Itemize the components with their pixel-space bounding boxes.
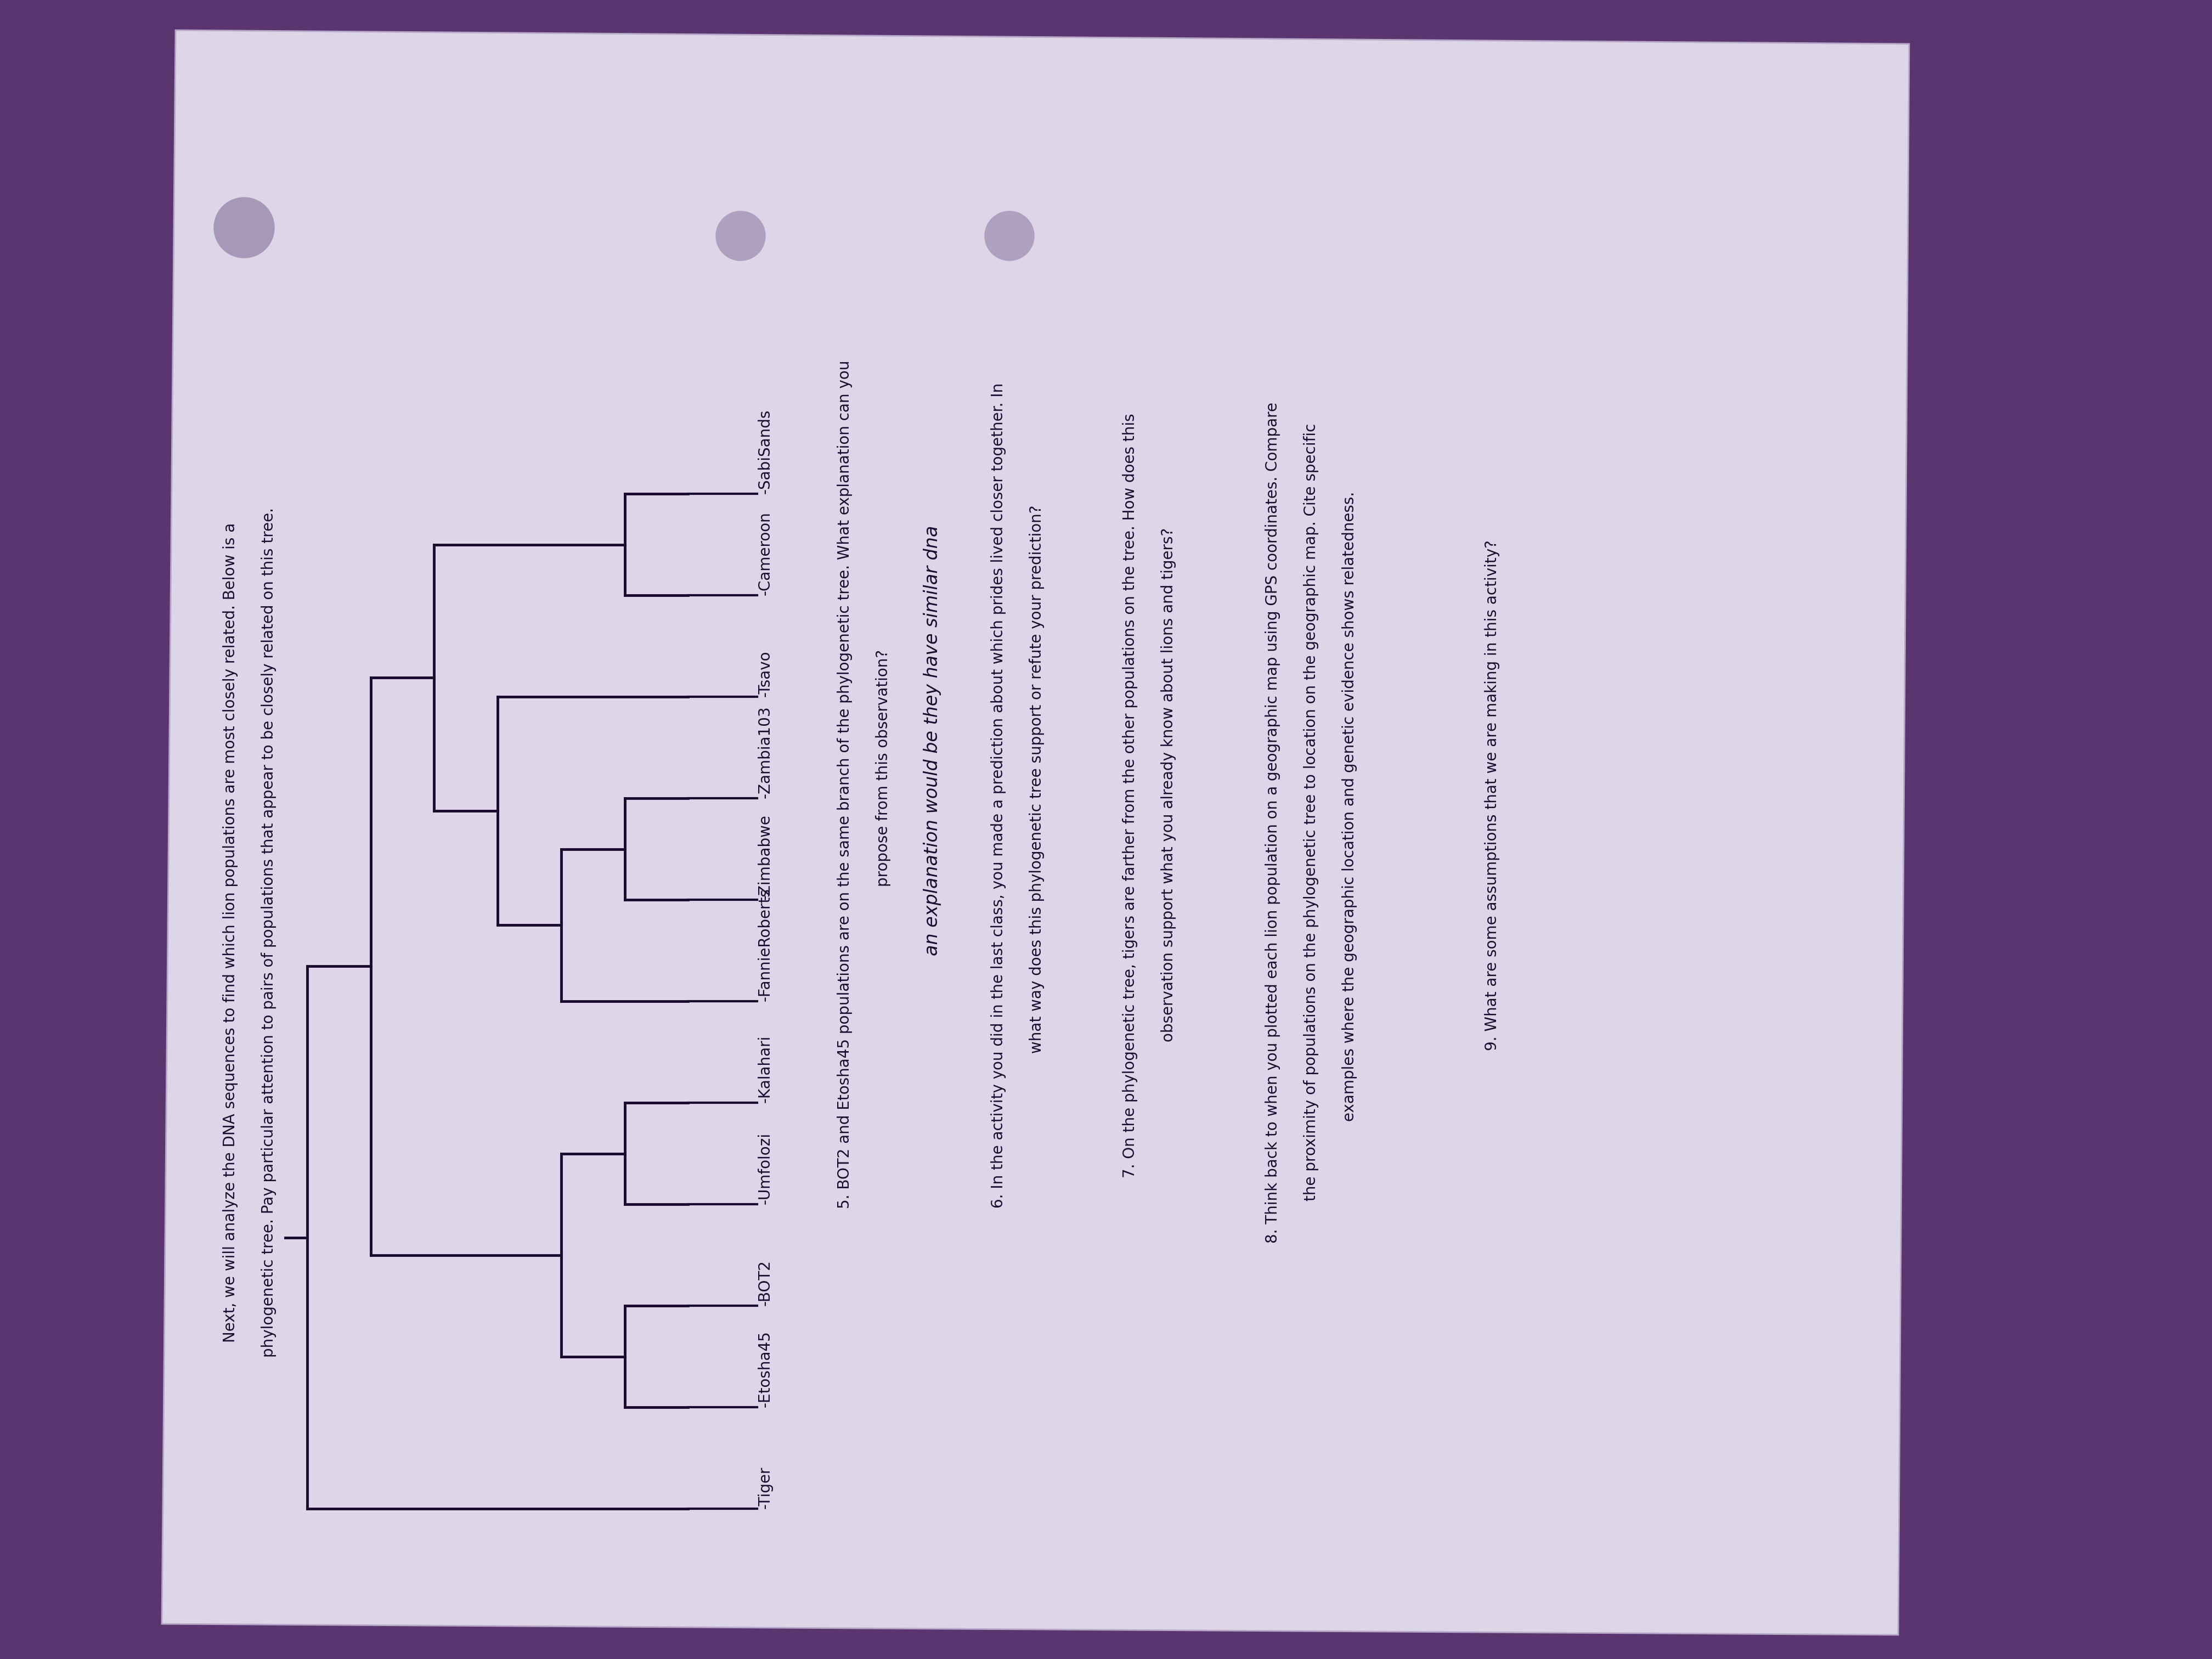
- Text: 8. Think back to when you plotted each lion population on a geographic map using: 8. Think back to when you plotted each l…: [1265, 403, 1281, 1244]
- Text: -Tsavo: -Tsavo: [759, 650, 772, 697]
- Text: 7. On the phylogenetic tree, tigers are farther from the other populations on th: 7. On the phylogenetic tree, tigers are …: [1121, 413, 1137, 1178]
- Circle shape: [984, 211, 1035, 260]
- Text: what way does this phylogenetic tree support or refute your prediction?: what way does this phylogenetic tree sup…: [1029, 504, 1044, 1053]
- Text: 6. In the activity you did in the last class, you made a prediction about which : 6. In the activity you did in the last c…: [991, 383, 1006, 1208]
- Text: an explanation would be they have similar dna: an explanation would be they have simila…: [925, 526, 942, 956]
- Text: -Umfolozi: -Umfolozi: [759, 1131, 772, 1204]
- Text: propose from this observation?: propose from this observation?: [876, 650, 891, 886]
- Text: observation support what you already know about lions and tigers?: observation support what you already kno…: [1161, 528, 1177, 1042]
- Text: the proximity of populations on the phylogenetic tree to location on the geograp: the proximity of populations on the phyl…: [1303, 423, 1318, 1201]
- Circle shape: [215, 197, 274, 257]
- Circle shape: [717, 211, 765, 260]
- Text: Next, we will analyze the DNA sequences to find which lion populations are most : Next, we will analyze the DNA sequences …: [223, 523, 239, 1342]
- Text: -Tiger: -Tiger: [759, 1467, 772, 1508]
- Text: -SabiSands: -SabiSands: [759, 410, 772, 494]
- Text: 5. BOT2 and Etosha45 populations are on the same branch of the phylogenetic tree: 5. BOT2 and Etosha45 populations are on …: [836, 360, 852, 1209]
- Text: -FannieRoberts: -FannieRoberts: [759, 888, 772, 1002]
- Text: -Zimbabwe: -Zimbabwe: [759, 815, 772, 899]
- Text: phylogenetic tree. Pay particular attention to pairs of populations that appear : phylogenetic tree. Pay particular attent…: [261, 508, 276, 1357]
- Text: -Kalahari: -Kalahari: [759, 1035, 772, 1103]
- Text: -BOT2: -BOT2: [759, 1259, 772, 1306]
- Text: examples where the geographic location and genetic evidence shows relatedness.: examples where the geographic location a…: [1343, 491, 1358, 1121]
- Text: -Cameroon: -Cameroon: [759, 511, 772, 596]
- Text: -Zambia103: -Zambia103: [759, 705, 772, 798]
- Text: 9. What are some assumptions that we are making in this activity?: 9. What are some assumptions that we are…: [1484, 541, 1500, 1050]
- Polygon shape: [161, 30, 1909, 1634]
- Text: -Etosha45: -Etosha45: [759, 1331, 772, 1407]
